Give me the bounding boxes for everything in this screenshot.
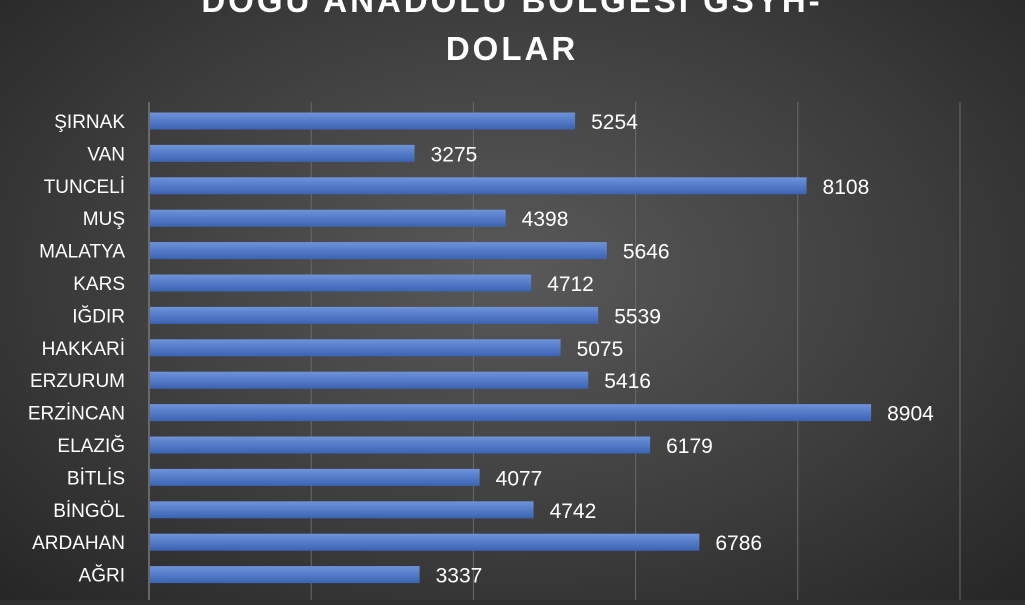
bar — [150, 112, 576, 130]
data-label: 5416 — [604, 370, 651, 393]
category-label: BİTLİS — [67, 468, 125, 489]
category-label: ERZİNCAN — [28, 404, 125, 425]
category-label: TUNCELİ — [44, 177, 125, 198]
data-label: 3337 — [436, 565, 483, 588]
bar — [150, 533, 700, 551]
chart-title-line1: DOĞU ANADOLU BÖLGESİ GSYH- — [201, 0, 822, 19]
bar — [150, 242, 607, 260]
data-labels: 5254 3275 8108 4398 5646 4712 5539 5075 5416 8904… — [431, 111, 935, 588]
data-label: 8108 — [823, 176, 870, 199]
data-label: 5646 — [623, 241, 670, 264]
bar — [150, 566, 420, 584]
category-label: ERZURUM — [30, 371, 125, 392]
bar — [150, 209, 506, 227]
chart-title-line2: DOLAR — [446, 30, 578, 67]
bar — [150, 177, 807, 195]
data-label: 4398 — [522, 208, 569, 231]
bar — [150, 274, 532, 292]
data-label: 5254 — [591, 111, 638, 134]
data-label: 4712 — [547, 273, 594, 296]
category-label: MALATYA — [39, 242, 125, 263]
category-label: AĞRI — [79, 565, 125, 587]
data-label: 6786 — [715, 532, 762, 555]
data-label: 8904 — [887, 403, 934, 426]
bar — [150, 144, 415, 162]
data-label: 5539 — [614, 305, 661, 328]
bar — [150, 306, 599, 324]
category-label: ŞIRNAK — [54, 112, 125, 133]
bar — [150, 371, 589, 389]
category-label: KARS — [73, 274, 125, 295]
bar — [150, 339, 561, 357]
category-label: MUŞ — [83, 209, 125, 230]
bar — [150, 404, 872, 422]
category-label: ARDAHAN — [32, 533, 125, 554]
bars — [150, 112, 872, 584]
category-label: VAN — [87, 144, 125, 165]
bar — [150, 436, 651, 454]
bar — [150, 501, 534, 519]
category-label: BİNGÖL — [53, 501, 125, 522]
data-label: 6179 — [666, 435, 713, 458]
data-label: 5075 — [577, 338, 624, 361]
data-label: 4077 — [496, 467, 543, 490]
category-label: HAKKARİ — [42, 339, 125, 360]
category-labels: ŞIRNAK VAN TUNCELİ MUŞ MALATYA KARS IĞDIR HAKKA… — [28, 112, 125, 587]
bar — [150, 468, 480, 486]
data-label: 3275 — [431, 143, 478, 166]
category-label: IĞDIR — [72, 305, 125, 327]
category-label: ELAZIĞ — [57, 435, 125, 457]
data-label: 4742 — [550, 500, 597, 523]
